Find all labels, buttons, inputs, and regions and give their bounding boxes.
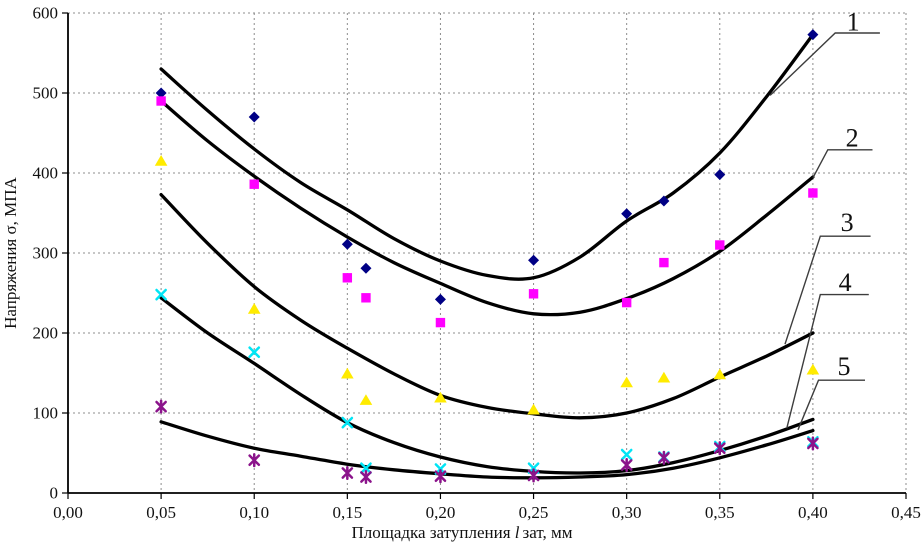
x-tick-label: 0,10 xyxy=(239,503,269,522)
curve-label-5: 5 xyxy=(837,352,850,381)
data-point-series-2 xyxy=(528,289,539,299)
data-point-series-3 xyxy=(527,403,540,415)
data-point-series-1 xyxy=(248,111,260,123)
x-tick-label: 0,25 xyxy=(519,503,549,522)
data-point-series-1 xyxy=(714,169,726,181)
x-tick-label: 0,00 xyxy=(53,503,83,522)
data-point-series-1 xyxy=(360,262,372,274)
fit-curve-2 xyxy=(159,99,815,317)
data-point-series-2 xyxy=(808,188,818,198)
y-tick-label: 500 xyxy=(33,84,59,103)
data-point-series-2 xyxy=(659,257,669,268)
data-point-series-2 xyxy=(249,179,259,189)
data-point-series-3 xyxy=(657,371,671,383)
data-point-series-3 xyxy=(154,155,168,166)
data-point-series-5 xyxy=(248,453,261,468)
y-tick-label: 100 xyxy=(33,404,59,423)
leader-line-curve-3 xyxy=(784,235,871,345)
data-point-series-3 xyxy=(247,303,261,314)
data-point-series-1 xyxy=(155,87,167,99)
data-point-series-1 xyxy=(807,29,819,41)
fit-curve-1 xyxy=(159,32,815,281)
data-point-series-2 xyxy=(156,96,166,106)
curve-label-4: 4 xyxy=(839,268,852,297)
curve-label-3: 3 xyxy=(841,208,854,237)
data-point-series-3 xyxy=(713,368,727,380)
x-tick-label: 0,05 xyxy=(146,503,176,522)
data-point-series-3 xyxy=(434,391,447,403)
x-tick-label: 0,30 xyxy=(612,503,642,522)
x-tick-label: 0,40 xyxy=(798,503,828,522)
data-point-series-3 xyxy=(806,363,820,375)
curve-label-1: 1 xyxy=(847,7,860,36)
data-point-series-5 xyxy=(658,450,670,465)
data-point-series-5 xyxy=(341,465,354,481)
leader-line-curve-2 xyxy=(812,149,873,179)
data-point-series-2 xyxy=(342,273,353,283)
data-point-series-4 xyxy=(341,416,354,429)
data-point-series-4 xyxy=(360,462,372,475)
fit-curve-5 xyxy=(159,420,815,480)
series-5-markers xyxy=(155,399,819,485)
data-point-series-1 xyxy=(621,208,633,220)
y-tick-label: 400 xyxy=(33,164,59,183)
data-point-series-5 xyxy=(527,468,540,483)
y-axis-title: Напряжения σ, МПА xyxy=(1,176,20,328)
y-tick-label: 200 xyxy=(33,324,59,343)
data-point-series-1 xyxy=(434,293,446,305)
x-tick-label: 0,15 xyxy=(332,503,362,522)
axes: 0 100 200 300 400 500 600 0,00 0,05 0,10 0,15 0,20 0… xyxy=(33,4,921,523)
data-point-series-5 xyxy=(434,469,447,484)
data-point-series-4 xyxy=(248,346,261,359)
data-point-series-3 xyxy=(359,394,373,405)
data-point-series-4 xyxy=(155,288,167,301)
y-tick-label: 300 xyxy=(33,244,59,263)
data-point-series-5 xyxy=(713,441,726,456)
data-point-series-1 xyxy=(658,195,670,207)
series-2-markers xyxy=(156,96,818,328)
data-point-series-2 xyxy=(715,240,725,250)
curve-label-2: 2 xyxy=(846,123,859,152)
data-point-series-4 xyxy=(620,448,633,461)
data-point-series-1 xyxy=(341,238,353,250)
x-axis-title: Площадка затупления l зат, мм xyxy=(352,523,573,542)
data-point-series-2 xyxy=(361,293,371,303)
curve-annotations: 1 2 3 4 5 xyxy=(769,7,880,431)
series-1-markers xyxy=(155,29,819,305)
x-axis-title-prefix: Площадка затупления xyxy=(352,523,515,542)
data-point-series-5 xyxy=(155,399,167,414)
gridlines xyxy=(68,12,907,493)
data-point-series-5 xyxy=(620,457,633,473)
y-tick-label: 0 xyxy=(50,484,59,503)
data-point-series-5 xyxy=(360,469,372,485)
x-axis-title-symbol: l xyxy=(515,523,520,542)
fit-curve-3 xyxy=(159,192,815,420)
fitted-curves xyxy=(159,32,815,480)
leader-line-curve-5 xyxy=(797,379,865,431)
data-point-series-5 xyxy=(807,436,819,451)
x-axis-title-suffix: зат, мм xyxy=(523,523,573,542)
data-point-series-2 xyxy=(621,297,632,308)
fit-curve-4 xyxy=(159,296,815,475)
data-point-series-2 xyxy=(435,317,446,328)
data-point-series-1 xyxy=(528,254,540,266)
x-tick-label: 0,20 xyxy=(426,503,456,522)
x-tick-label: 0,45 xyxy=(891,503,921,522)
x-tick-label: 0,35 xyxy=(705,503,735,522)
data-markers xyxy=(154,29,820,485)
y-tick-label: 600 xyxy=(33,4,59,23)
data-point-series-3 xyxy=(620,376,633,388)
leader-line-curve-1 xyxy=(769,32,880,96)
data-point-series-3 xyxy=(341,367,354,379)
leader-line-curve-4 xyxy=(786,293,869,429)
series-3-markers xyxy=(154,155,820,415)
